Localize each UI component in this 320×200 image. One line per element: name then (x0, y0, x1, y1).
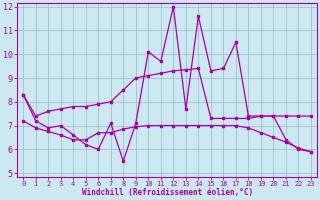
X-axis label: Windchill (Refroidissement éolien,°C): Windchill (Refroidissement éolien,°C) (82, 188, 253, 197)
